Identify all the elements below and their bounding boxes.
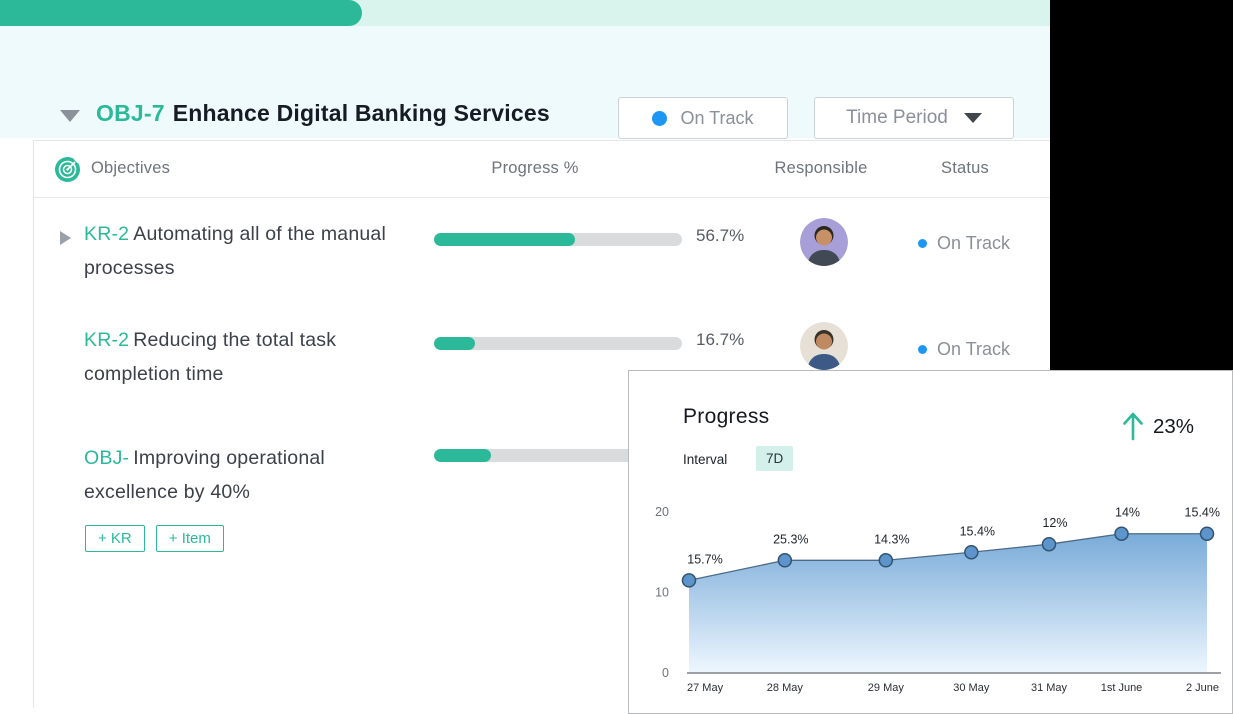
progress-percent: 56.7% [696, 226, 745, 245]
objectives-table: Objectives Progress % Responsible Status… [33, 140, 1050, 708]
chart-point-label: 14% [1115, 506, 1140, 520]
objective-row-title-text: Improving operational excellence by 40% [84, 447, 325, 503]
x-axis-label: 1st June [1101, 682, 1143, 694]
table-row[interactable]: KR-2 Reducing the total task completion t… [34, 311, 1051, 421]
table-row[interactable]: KR-2 Automating all of the manual process… [34, 205, 1051, 315]
objective-progress-track [0, 0, 1050, 26]
progress-bar-fill [434, 449, 492, 462]
y-axis-tick: 10 [655, 586, 669, 600]
objective-row-code: OBJ- [84, 447, 130, 469]
chart-area-fill [689, 533, 1207, 672]
status-badge[interactable]: On Track [618, 97, 788, 139]
progress-area-chart: 0 10 20 15.7% 25.3% 14.3% 15.4% 12% 14% 15.4% 27 M… [655, 505, 1221, 694]
objective-title-text: Enhance Digital Banking Services [172, 100, 550, 126]
row-status: On Track [918, 231, 1010, 255]
chart-point-label: 25.3% [773, 532, 808, 546]
top-progress-fill [0, 0, 363, 26]
y-axis-tick: 20 [655, 505, 669, 519]
table-row[interactable]: OBJ- Improving operational excellence by … [34, 429, 1051, 552]
row-status-label: On Track [937, 232, 1011, 253]
kr-title: KR-2 Reducing the total task completion t… [84, 323, 404, 391]
progress-bar [434, 449, 682, 462]
x-axis-label: 30 May [953, 682, 990, 694]
progress-percent: 16.7% [696, 330, 745, 349]
chart-point-label: 14.3% [874, 532, 909, 546]
column-header-status: Status [941, 159, 989, 177]
chart-point[interactable] [681, 573, 697, 588]
row-status: On Track [918, 337, 1010, 361]
expand-row-icon[interactable] [60, 231, 71, 245]
column-header-objectives: Objectives [91, 159, 171, 177]
chart-point[interactable] [777, 553, 793, 568]
row-status-label: On Track [937, 338, 1011, 359]
chart-point[interactable] [1041, 536, 1057, 552]
okr-app-window: OBJ-7 Enhance Digital Banking Services On… [0, 0, 1050, 714]
y-axis-tick: 0 [662, 666, 669, 680]
x-axis-label: 27 May [687, 682, 724, 694]
kr-title-text: Reducing the total task completion time [84, 329, 337, 385]
x-axis-label: 28 May [767, 682, 804, 694]
chart-point-label: 15.4% [1185, 506, 1220, 520]
progress-bar-fill [434, 337, 476, 350]
arrow-up-icon [1123, 412, 1143, 441]
status-dot-icon [918, 238, 927, 248]
kr-title-text: Automating all of the manual processes [84, 223, 386, 279]
progress-bar [434, 233, 682, 246]
progress-bar-fill [434, 233, 575, 246]
add-kr-button[interactable]: + KR [85, 525, 145, 552]
x-axis-label: 2 June [1186, 682, 1219, 694]
kr-code: KR-2 [84, 223, 130, 245]
chart-title: Progress [683, 405, 770, 428]
row-actions: + KR + Item [85, 525, 224, 552]
interval-label: Interval [683, 452, 728, 467]
x-axis-label: 31 May [1031, 682, 1068, 694]
page-title: OBJ-7 Enhance Digital Banking Services [96, 100, 550, 127]
chart-point-label: 12% [1042, 516, 1067, 530]
collapse-caret-icon[interactable] [60, 110, 80, 122]
chart-point[interactable] [878, 553, 894, 568]
time-period-dropdown[interactable]: Time Period [814, 97, 1014, 139]
kr-code: KR-2 [84, 329, 130, 351]
status-dot-icon [652, 110, 668, 126]
progress-chart-panel: Progress 23% Interval 7D 0 10 20 15.7% 25.3%… [628, 370, 1233, 714]
avatar[interactable] [800, 322, 848, 370]
chart-point-label: 15.4% [960, 524, 995, 538]
interval-value-badge[interactable]: 7D [756, 446, 794, 471]
progress-bar [434, 337, 682, 350]
objective-code: OBJ-7 [96, 100, 165, 126]
objective-header: OBJ-7 Enhance Digital Banking Services On… [0, 26, 1050, 139]
kr-title: KR-2 Automating all of the manual process… [84, 217, 404, 285]
chart-point[interactable] [964, 545, 979, 560]
chart-delta-value: 23% [1153, 415, 1195, 438]
add-item-button[interactable]: + Item [155, 525, 224, 552]
chart-point-label: 15.7% [687, 552, 722, 566]
chart-point[interactable] [1114, 526, 1129, 541]
chart-point[interactable] [1199, 526, 1215, 541]
objective-row-title: OBJ- Improving operational excellence by … [84, 441, 404, 509]
status-dot-icon [918, 344, 927, 354]
column-header-progress: Progress % [491, 159, 579, 177]
avatar[interactable] [800, 218, 848, 266]
x-axis-label: 29 May [868, 682, 905, 694]
target-icon [55, 157, 80, 182]
chevron-down-icon [963, 113, 982, 123]
status-badge-label: On Track [680, 107, 754, 128]
time-period-label: Time Period [846, 107, 948, 128]
table-header-row: Objectives Progress % Responsible Status [34, 141, 1050, 198]
column-header-responsible: Responsible [774, 159, 868, 177]
